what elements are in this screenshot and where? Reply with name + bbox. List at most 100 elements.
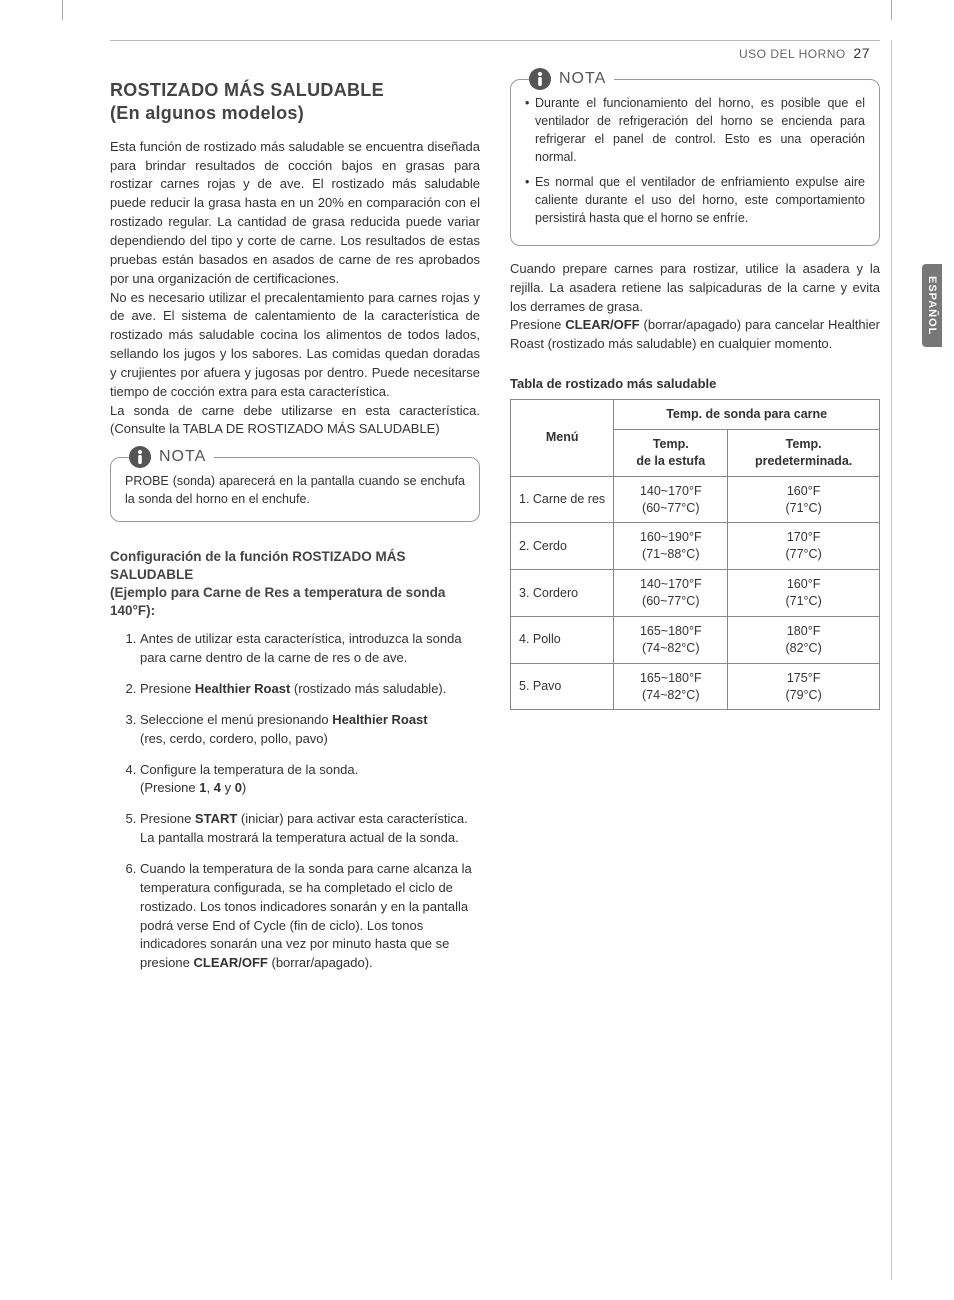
config-heading: Configuración de la función ROSTIZADO MÁ…: [110, 548, 480, 621]
step-text: (borrar/apagado).: [268, 955, 373, 970]
col-group: Temp. de sonda para carne: [614, 400, 880, 430]
val-f: 180°F: [787, 624, 821, 638]
step-1: Antes de utilizar esta característica, i…: [140, 630, 480, 668]
val-f: 140~170°F: [640, 577, 702, 591]
val-f: 140~170°F: [640, 484, 702, 498]
val-f: 160°F: [787, 484, 821, 498]
val-c: (60~77°C): [642, 501, 699, 515]
cell-menu: 3. Cordero: [511, 570, 614, 617]
two-column-layout: ROSTIZADO MÁS SALUDABLE (En algunos mode…: [110, 79, 880, 985]
step-text: ,: [206, 780, 213, 795]
cell-menu: 1. Carne de res: [511, 476, 614, 523]
step-4: Configure la temperatura de la sonda. (P…: [140, 761, 480, 799]
step-text: (Presione: [140, 780, 199, 795]
cell-default: 160°F (71°C): [728, 476, 880, 523]
note-label: NOTA: [159, 448, 206, 466]
roast-table: Menú Temp. de sonda para carne Temp. de …: [510, 399, 880, 710]
right-column: NOTA Durante el funcionamiento del horno…: [510, 79, 880, 985]
bold-text: CLEAR/OFF: [565, 317, 639, 332]
step-3: Seleccione el menú presionando Healthier…: [140, 711, 480, 749]
step-text: Presione: [140, 681, 195, 696]
crop-mark: [891, 0, 892, 20]
page-number: 27: [853, 45, 870, 61]
cell-menu: 4. Pollo: [511, 616, 614, 663]
step-bold: 0: [235, 780, 242, 795]
val-c: (74~82°C): [642, 641, 699, 655]
table-row: 4. Pollo 165~180°F (74~82°C) 180°F (82°C): [511, 616, 880, 663]
table-row: 2. Cerdo 160~190°F (71~88°C) 170°F (77°C): [511, 523, 880, 570]
language-tab: ESPAÑOL: [922, 264, 942, 347]
info-icon: [129, 446, 151, 468]
step-bold: Healthier Roast: [195, 681, 290, 696]
col-default-text: Temp. predeterminada.: [755, 437, 852, 468]
note-label: NOTA: [559, 70, 606, 88]
val-f: 165~180°F: [640, 624, 702, 638]
val-f: 160°F: [787, 577, 821, 591]
page-content: USO DEL HORNO 27 ROSTIZADO MÁS SALUDABLE…: [110, 40, 880, 1025]
step-text: Presione: [140, 811, 195, 826]
step-text: Cuando la temperatura de la sonda para c…: [140, 861, 472, 970]
val-f: 175°F: [787, 671, 821, 685]
note-bullet-1: Durante el funcionamiento del horno, es …: [525, 94, 865, 167]
table-row: 5. Pavo 165~180°F(74~82°C) 175°F(79°C): [511, 663, 880, 710]
config-heading-line2: (Ejemplo para Carne de Res a temperatura…: [110, 584, 480, 620]
note-box-1: NOTA PROBE (sonda) aparecerá en la panta…: [110, 457, 480, 521]
cell-stove: 140~170°F (60~77°C): [614, 476, 728, 523]
step-6: Cuando la temperatura de la sonda para c…: [140, 860, 480, 973]
cell-default: 180°F (82°C): [728, 616, 880, 663]
note-bullet-2: Es normal que el ventilador de enfriamie…: [525, 173, 865, 227]
right-paragraph-1: Cuando prepare carnes para rostizar, uti…: [510, 260, 880, 317]
text: Presione: [510, 317, 565, 332]
note-text: PROBE (sonda) aparecerá en la pantalla c…: [125, 472, 465, 508]
intro-paragraph-1: Esta función de rostizado más saludable …: [110, 138, 480, 289]
step-text: y: [221, 780, 235, 795]
config-heading-line1: Configuración de la función ROSTIZADO MÁ…: [110, 549, 406, 582]
table-title: Tabla de rostizado más saludable: [510, 376, 880, 391]
val-f: 170°F: [787, 530, 821, 544]
val-c: (79°C): [785, 688, 821, 702]
page-edge-line: [891, 40, 892, 1280]
title-line-1: ROSTIZADO MÁS SALUDABLE: [110, 80, 384, 100]
table-row: 1. Carne de res 140~170°F (60~77°C) 160°F…: [511, 476, 880, 523]
title-line-2: (En algunos modelos): [110, 102, 480, 125]
table-body: 1. Carne de res 140~170°F (60~77°C) 160°F…: [511, 476, 880, 710]
info-icon: [529, 68, 551, 90]
val-c: (77°C): [785, 547, 821, 561]
col-menu: Menú: [511, 400, 614, 477]
val-c: (71~88°C): [642, 547, 699, 561]
right-paragraph-2: Presione CLEAR/OFF (borrar/apagado) para…: [510, 316, 880, 354]
val-c: (60~77°C): [642, 594, 699, 608]
section-title: ROSTIZADO MÁS SALUDABLE (En algunos mode…: [110, 79, 480, 126]
cell-stove: 165~180°F(74~82°C): [614, 663, 728, 710]
step-text: (res, cerdo, cordero, pollo, pavo): [140, 731, 328, 746]
left-column: ROSTIZADO MÁS SALUDABLE (En algunos mode…: [110, 79, 480, 985]
val-f: 165~180°F: [640, 671, 702, 685]
note-header: NOTA: [129, 446, 214, 468]
note-header: NOTA: [529, 68, 614, 90]
cell-menu: 2. Cerdo: [511, 523, 614, 570]
step-text: La pantalla mostrará la temperatura actu…: [140, 830, 459, 845]
step-text: (rostizado más saludable).: [290, 681, 446, 696]
val-f: 160~190°F: [640, 530, 702, 544]
col-default: Temp. predeterminada.: [728, 429, 880, 476]
header-section: USO DEL HORNO: [739, 47, 846, 61]
cell-default: 160°F (71°C): [728, 570, 880, 617]
val-c: (71°C): [785, 594, 821, 608]
step-bold: 4: [214, 780, 221, 795]
val-c: (82°C): [785, 641, 821, 655]
step-bold: Healthier Roast: [332, 712, 427, 727]
step-text: Configure la temperatura de la sonda.: [140, 762, 358, 777]
cell-stove: 160~190°F (71~88°C): [614, 523, 728, 570]
step-text: Seleccione el menú presionando: [140, 712, 332, 727]
cell-default: 175°F (79°C): [728, 663, 880, 710]
step-2: Presione Healthier Roast (rostizado más …: [140, 680, 480, 699]
note-box-2: NOTA Durante el funcionamiento del horno…: [510, 79, 880, 246]
col-stove: Temp. de la estufa: [614, 429, 728, 476]
step-text: ): [242, 780, 246, 795]
step-text: (iniciar) para activar esta característi…: [237, 811, 467, 826]
cell-stove: 140~170°F (60~77°C): [614, 570, 728, 617]
table-row: 3. Cordero 140~170°F (60~77°C) 160°F (71°C…: [511, 570, 880, 617]
step-bold: START: [195, 811, 237, 826]
col-stove-text: Temp. de la estufa: [636, 437, 705, 468]
val-c: (71°C): [785, 501, 821, 515]
